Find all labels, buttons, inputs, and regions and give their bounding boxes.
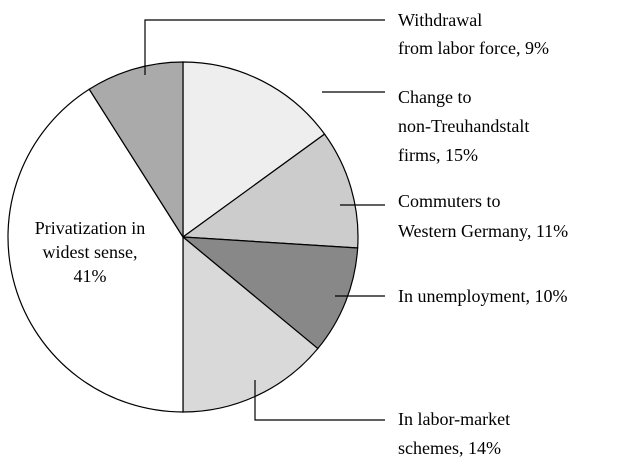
slice-label: In unemployment, 10% — [398, 286, 567, 306]
pie-slice — [182, 235, 319, 413]
pie-slice — [181, 236, 359, 350]
slice-label: Privatization in — [35, 218, 145, 238]
slice-label: from labor force, 9% — [398, 38, 549, 58]
pie-slice — [181, 133, 359, 249]
leader-line — [254, 380, 385, 421]
slice-label: schemes, 14% — [398, 438, 501, 458]
slice-label: non-Treuhandstalt — [398, 116, 529, 136]
leader-line — [144, 19, 385, 75]
pie-slice — [7, 88, 184, 413]
slice-label: widest sense, — [43, 242, 138, 262]
pie-slice — [182, 61, 326, 239]
slice-label: 41% — [74, 266, 107, 286]
slice-label: Withdrawal — [398, 10, 482, 30]
slice-label: firms, 15% — [398, 145, 478, 165]
slice-label: In labor-market — [398, 409, 510, 429]
slice-label: Western Germany, 11% — [398, 221, 568, 241]
pie-slice — [88, 61, 184, 240]
slice-label: Commuters to — [398, 191, 501, 211]
slice-label: Change to — [398, 87, 472, 107]
